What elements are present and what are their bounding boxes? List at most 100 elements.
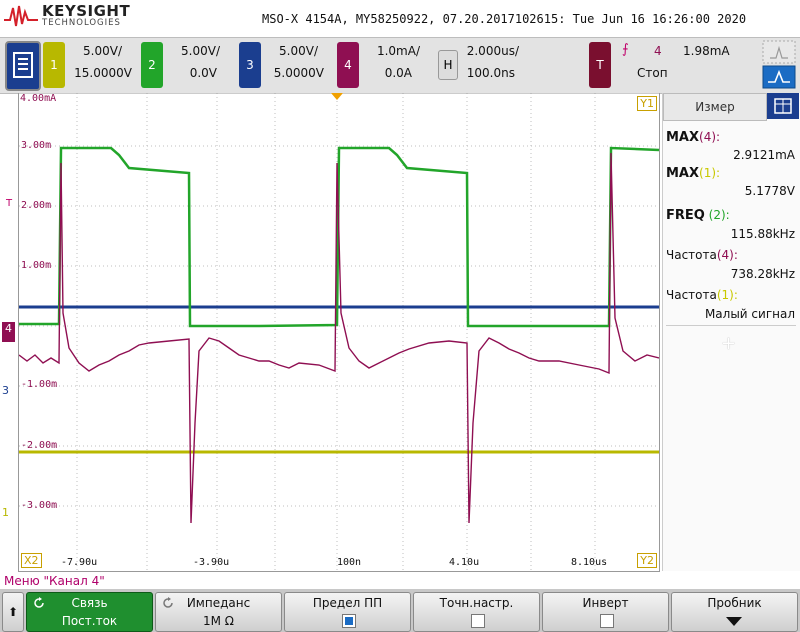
trigger-source: 4 — [654, 44, 662, 58]
trigger-position-marker — [331, 93, 343, 100]
measurement-0-type: MAX — [666, 130, 700, 145]
channel-3-id: 3 — [246, 58, 254, 72]
y-label-1: 3.00m — [21, 140, 52, 151]
softkey-impedance-label: Импеданс — [186, 596, 251, 610]
channel-4-trace — [19, 152, 659, 524]
channel-3-scale: 5.00V/ — [279, 44, 318, 58]
acquisition-state: Стоп — [637, 66, 668, 80]
measurement-0-value: 2.9121mA — [733, 148, 795, 162]
trigger-slope-icon: ⨍ — [622, 42, 629, 57]
softkey-fine-label: Точн.настр. — [439, 596, 514, 610]
x-label-3: 4.10u — [449, 557, 480, 568]
channel-2-offset: 0.0V — [189, 66, 217, 80]
softkey-coupling-value: Пост.ток — [61, 614, 118, 628]
softkey-probe-label: Пробник — [707, 596, 762, 610]
fine-checkbox[interactable] — [470, 614, 485, 628]
measurement-0-label: MAX(4): — [666, 130, 720, 145]
channel-1-offset: 15.0000V — [74, 66, 132, 80]
softkey-coupling-label: Связь — [71, 596, 108, 610]
y-label-4: -1.00m — [21, 379, 58, 390]
measurement-3-type: Частота — [666, 248, 717, 262]
submenu-arrow-icon — [726, 617, 742, 626]
keysight-wave-icon — [4, 5, 38, 27]
softkey-impedance[interactable]: Импеданс 1M Ω — [155, 592, 282, 632]
measurement-1-type: MAX — [666, 166, 700, 181]
horizontal-button-label: H — [443, 58, 453, 72]
cursor-y2-marker[interactable]: Y2 — [637, 553, 657, 568]
trigger-button[interactable]: T — [589, 42, 611, 88]
measure-tab[interactable]: Измер — [663, 93, 767, 121]
back-button[interactable]: ⬆ — [2, 592, 24, 632]
softkey-menu-title: Меню "Канал 4" — [4, 574, 105, 588]
channel-4-ground-marker[interactable]: 4 — [2, 322, 15, 342]
trigger-button-label: T — [596, 58, 604, 72]
channel-2-scale: 5.00V/ — [181, 44, 220, 58]
y-label-2: 2.00m — [21, 200, 52, 211]
instrument-title: MSO-X 4154A, MY58250922, 07.20.201710261… — [262, 12, 747, 26]
measurement-2-value: 115.88kHz — [730, 227, 795, 241]
measurement-4-type: Частота — [666, 288, 717, 302]
y-label-3: 1.00m — [21, 260, 52, 271]
measurement-2-source: (2): — [708, 208, 730, 222]
channel-1-ground-marker[interactable]: 1 — [2, 506, 9, 519]
softkey-bw-limit[interactable]: Предел ПП — [284, 592, 411, 632]
softkey-coupling[interactable]: Связь Пост.ток — [26, 592, 153, 632]
main-menu-button[interactable] — [5, 41, 41, 91]
cursor-x2-marker[interactable]: X2 — [21, 553, 42, 568]
bw-limit-checkbox[interactable] — [341, 614, 356, 628]
channel-2-trace — [19, 146, 659, 328]
x-label-0: -7.90u — [61, 557, 98, 568]
trigger-mode-icons[interactable] — [762, 40, 796, 90]
channel-3-button[interactable]: 3 — [239, 42, 261, 88]
add-measurement-button[interactable]: + — [721, 333, 737, 354]
trigger-level: 1.98mA — [683, 44, 730, 58]
horizontal-delay: 100.0ns — [466, 66, 515, 80]
measurement-3-value: 738.28kHz — [730, 267, 795, 281]
y-label-5: -2.00m — [21, 440, 58, 451]
channel-1-button[interactable]: 1 — [43, 42, 65, 88]
measurement-4-label: Частота(1): — [666, 288, 738, 302]
channel-1-id: 1 — [50, 58, 58, 72]
measurement-divider — [666, 325, 796, 326]
softkey-invert[interactable]: Инверт — [542, 592, 669, 632]
channel-2-button[interactable]: 2 — [141, 42, 163, 88]
brand-logo: KEYSIGHT TECHNOLOGIES — [0, 0, 240, 32]
rotate-knob-icon — [34, 597, 44, 608]
channel-bar: 1 5.00V/ 15.0000V 2 5.00V/ 0.0V 3 5.00V/… — [0, 37, 800, 94]
measurement-1-source: (1): — [699, 166, 721, 180]
softkey-probe[interactable]: Пробник — [671, 592, 798, 632]
horizontal-button[interactable]: H — [438, 50, 458, 80]
brand-subtitle: TECHNOLOGIES — [42, 18, 121, 28]
measurement-2-label: FREQ (2): — [666, 208, 730, 223]
waveform-svg — [19, 93, 659, 571]
x-label-4: 8.10us — [571, 557, 608, 568]
brand-name: KEYSIGHT — [42, 2, 131, 20]
measurement-4-value: Малый сигнал — [704, 307, 795, 321]
measurement-0-source: (4): — [699, 130, 721, 144]
softkey-impedance-value: 1M Ω — [203, 614, 234, 628]
channel-1-scale: 5.00V/ — [83, 44, 122, 58]
channel-3-offset: 5.0000V — [273, 66, 324, 80]
waveform-display[interactable]: 4.00mA 3.00m 2.00m 1.00m -1.00m -2.00m -… — [18, 93, 660, 572]
measurement-3-source: (4): — [716, 248, 738, 262]
cursor-y1-marker[interactable]: Y1 — [637, 96, 657, 111]
measurement-4-source: (1): — [716, 288, 738, 302]
y-label-0: 4.00mA — [20, 93, 57, 104]
measure-grid-icon[interactable] — [767, 93, 799, 119]
channel-3-ground-marker[interactable]: 3 — [2, 384, 9, 397]
measurement-3-label: Частота(4): — [666, 248, 738, 262]
channel-2-id: 2 — [148, 58, 156, 72]
softkey-bar: ⬆ Связь Пост.ток Импеданс 1M Ω Предел ПП… — [0, 589, 800, 632]
trigger-level-marker[interactable]: T — [6, 198, 13, 209]
measurement-1-label: MAX(1): — [666, 166, 720, 181]
softkey-fine[interactable]: Точн.настр. — [413, 592, 540, 632]
channel-4-button[interactable]: 4 — [337, 42, 359, 88]
invert-checkbox[interactable] — [599, 614, 614, 628]
softkey-bw-limit-label: Предел ПП — [312, 596, 383, 610]
measurement-2-type: FREQ — [666, 208, 705, 223]
channel-4-scale: 1.0mA/ — [376, 44, 420, 58]
horizontal-scale: 2.000us/ — [466, 44, 519, 58]
up-arrow-icon: ⬆ — [7, 605, 19, 619]
menu-icon — [13, 52, 33, 78]
x-label-1: -3.90u — [193, 557, 230, 568]
